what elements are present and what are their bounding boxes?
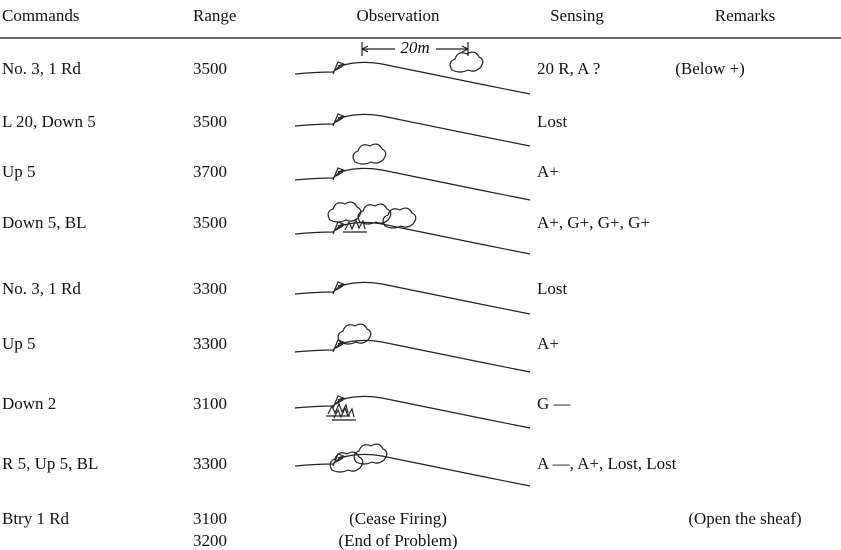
cell: A —, A+, Lost, Lost — [537, 454, 677, 473]
cell: 3300 — [193, 454, 227, 473]
cell: A+ — [537, 334, 559, 353]
cell: A+ — [537, 162, 559, 181]
cell: 3100 — [193, 394, 227, 413]
cell: 3500 — [193, 59, 227, 78]
header-cell: Commands — [2, 6, 79, 25]
cell: Up 5 — [2, 334, 36, 353]
cell: No. 3, 1 Rd — [2, 279, 81, 298]
cell: A+, G+, G+, G+ — [537, 213, 650, 232]
cell: 3500 — [193, 213, 227, 232]
cell: 3500 — [193, 112, 227, 131]
sketches: 20m — [295, 38, 530, 486]
sketch-label: 20m — [400, 38, 429, 57]
cell: 3200 — [193, 531, 227, 550]
cell: (Cease Firing) — [349, 509, 447, 528]
cell: 3700 — [193, 162, 227, 181]
cell: Down 2 — [2, 394, 56, 413]
cell: 20 R, A ? — [537, 59, 600, 78]
cell: G — — [537, 394, 572, 413]
cell: (Open the sheaf) — [688, 509, 801, 528]
cell: (Below +) — [675, 59, 745, 78]
cell: R 5, Up 5, BL — [2, 454, 98, 473]
header-cell: Sensing — [550, 6, 604, 25]
cell: L 20, Down 5 — [2, 112, 96, 131]
cell: Up 5 — [2, 162, 36, 181]
cell: 3300 — [193, 279, 227, 298]
cell: Down 5, BL — [2, 213, 87, 232]
cell: Btry 1 Rd — [2, 509, 70, 528]
cell: Lost — [537, 279, 568, 298]
table-body: No. 3, 1 Rd 3500 20 R, A ? (Below +) L 20, D… — [2, 59, 802, 550]
header-cell: Observation — [356, 6, 440, 25]
cell: No. 3, 1 Rd — [2, 59, 81, 78]
cell: (End of Problem) — [339, 531, 458, 550]
cell: 3100 — [193, 509, 227, 528]
cell: Lost — [537, 112, 568, 131]
header-cell: Remarks — [715, 6, 775, 25]
header-cell: Range — [193, 6, 236, 25]
cell: 3300 — [193, 334, 227, 353]
page: Commands Range Observation Sensing Remar… — [0, 0, 841, 550]
